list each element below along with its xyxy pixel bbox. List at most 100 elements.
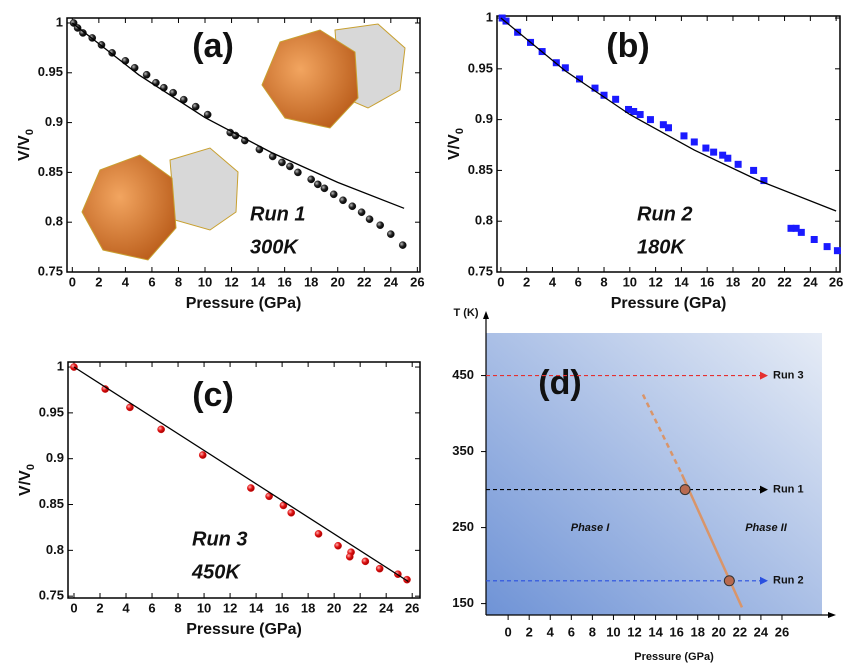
x-tick-label: 26 bbox=[410, 274, 424, 289]
x-tick-label: 26 bbox=[775, 624, 789, 639]
data-point bbox=[375, 564, 384, 573]
y-tick-label: 0.85 bbox=[38, 164, 63, 179]
y-tick-label: 0.75 bbox=[38, 263, 63, 278]
x-tick-label: 8 bbox=[175, 274, 182, 289]
x-tick-label: 0 bbox=[497, 274, 504, 289]
data-point bbox=[286, 162, 294, 171]
x-tick-label: 24 bbox=[384, 274, 399, 289]
x-tick-label: 12 bbox=[224, 274, 238, 289]
x-tick-label: 0 bbox=[69, 274, 76, 289]
y-axis-label-main: V/V bbox=[16, 135, 33, 161]
y-tick-label: 0.75 bbox=[39, 588, 64, 603]
panel-label: (d) bbox=[538, 364, 581, 402]
data-point bbox=[760, 177, 768, 185]
run-label: Run 1 bbox=[773, 483, 804, 495]
x-tick-label: 18 bbox=[690, 624, 704, 639]
data-point bbox=[561, 64, 569, 72]
data-point bbox=[810, 235, 818, 243]
x-tick-label: 10 bbox=[198, 274, 212, 289]
x-tick-label: 10 bbox=[623, 274, 637, 289]
y-axis-label: V/V0 bbox=[17, 464, 37, 496]
data-point bbox=[630, 107, 638, 115]
data-point bbox=[329, 190, 338, 199]
x-tick-label: 2 bbox=[96, 600, 103, 615]
x-tick-label: 10 bbox=[197, 600, 211, 615]
x-tick-label: 4 bbox=[549, 274, 557, 289]
data-point bbox=[625, 105, 633, 113]
y-tick-label: 250 bbox=[452, 519, 474, 534]
run-arrowhead bbox=[760, 371, 768, 380]
y-axis-label: V/V0 bbox=[16, 129, 36, 161]
panel-label: (c) bbox=[192, 376, 234, 414]
panel-label: (b) bbox=[606, 27, 649, 65]
data-point bbox=[320, 184, 329, 193]
x-tick-label: 12 bbox=[648, 274, 662, 289]
x-tick-label: 6 bbox=[575, 274, 582, 289]
data-point bbox=[612, 95, 620, 103]
y-tick-label: 0.95 bbox=[39, 404, 64, 419]
plot-frame bbox=[66, 17, 421, 273]
data-point bbox=[334, 541, 342, 550]
data-point bbox=[314, 530, 323, 538]
data-point bbox=[126, 403, 134, 412]
run-arrowhead bbox=[760, 485, 768, 494]
y-tick-label: 0.8 bbox=[45, 214, 63, 229]
x-axis-arrow bbox=[828, 612, 836, 618]
x-tick-label: 16 bbox=[669, 624, 683, 639]
data-point bbox=[121, 57, 130, 65]
data-point bbox=[702, 144, 710, 152]
polyhedra bbox=[81, 23, 406, 261]
y-tick-label: 0.8 bbox=[475, 213, 493, 228]
data-point bbox=[690, 138, 698, 146]
x-tick-label: 0 bbox=[505, 624, 512, 639]
x-tick-label: 24 bbox=[379, 600, 394, 615]
data-point bbox=[157, 425, 165, 434]
x-tick-label: 4 bbox=[122, 600, 130, 615]
phase-label: Phase I bbox=[571, 522, 610, 534]
data-point bbox=[348, 202, 357, 211]
y-tick-label: 0.85 bbox=[39, 496, 64, 511]
transition-point bbox=[679, 484, 691, 496]
data-point bbox=[345, 552, 354, 561]
data-point bbox=[600, 91, 608, 99]
fit-line bbox=[73, 366, 409, 583]
data-point bbox=[142, 70, 151, 79]
y-tick-label: 1 bbox=[486, 9, 493, 24]
data-point bbox=[191, 102, 200, 111]
x-tick-label: 22 bbox=[353, 600, 367, 615]
data-point bbox=[339, 196, 347, 205]
run-annotation: 180K bbox=[637, 236, 686, 258]
data-point bbox=[403, 575, 411, 584]
x-tick-label: 20 bbox=[752, 274, 766, 289]
x-tick-label: 22 bbox=[357, 274, 371, 289]
y-tick-label: 1 bbox=[56, 14, 63, 29]
data-point bbox=[719, 151, 727, 159]
x-tick-label: 2 bbox=[95, 274, 102, 289]
y-axis-label-main: V/V bbox=[446, 134, 463, 160]
y-tick-label: 0.75 bbox=[468, 263, 493, 278]
y-axis-arrow bbox=[483, 311, 489, 319]
x-tick-label: 16 bbox=[277, 274, 291, 289]
x-tick-label: 18 bbox=[301, 600, 315, 615]
transition-point bbox=[723, 575, 735, 587]
y-tick-label: 0.85 bbox=[468, 162, 493, 177]
x-tick-label: 8 bbox=[600, 274, 607, 289]
plot-frame bbox=[496, 15, 841, 273]
data-point bbox=[79, 29, 87, 37]
y-tick-label: 0.9 bbox=[46, 450, 64, 465]
plot-frame bbox=[67, 361, 421, 599]
run-annotation: 450K bbox=[191, 561, 241, 583]
x-tick-label: 2 bbox=[526, 624, 533, 639]
x-tick-label: 26 bbox=[829, 274, 843, 289]
x-tick-label: 6 bbox=[568, 624, 575, 639]
data-point bbox=[278, 158, 286, 167]
run-label: Run 2 bbox=[773, 575, 804, 587]
data-point bbox=[724, 154, 732, 162]
data-point bbox=[680, 132, 688, 140]
x-tick-label: 8 bbox=[174, 600, 181, 615]
data-point bbox=[636, 111, 644, 119]
x-tick-label: 24 bbox=[754, 624, 769, 639]
data-point bbox=[792, 224, 800, 232]
x-axis-label: Pressure (GPa) bbox=[186, 621, 302, 638]
